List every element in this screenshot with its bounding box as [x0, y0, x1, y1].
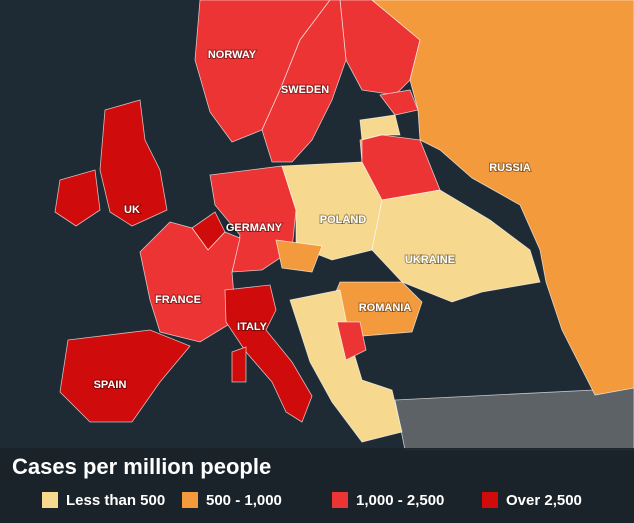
spain: [59, 329, 191, 423]
legend-label: 1,000 - 2,500: [356, 492, 444, 509]
country-label: UK: [124, 204, 140, 216]
russia: [371, 0, 634, 396]
sardinia: [231, 346, 247, 383]
country-label: ROMANIA: [359, 302, 412, 314]
legend-swatch: [42, 492, 58, 508]
country-label: RUSSIA: [489, 162, 531, 174]
legend: Less than 500 500 - 1,000 1,000 - 2,500 Ove…: [42, 492, 582, 509]
balkans: [289, 289, 403, 443]
country-label: SWEDEN: [281, 84, 329, 96]
serbia: [336, 321, 367, 361]
legend-label: Less than 500: [66, 492, 165, 509]
country-label: ITALY: [237, 321, 268, 333]
legend-swatch: [182, 492, 198, 508]
country-label: FRANCE: [155, 294, 201, 306]
ireland: [54, 169, 101, 227]
czechia: [275, 239, 323, 273]
legend-panel: [0, 448, 634, 523]
legend-swatch: [482, 492, 498, 508]
turkey: [394, 387, 634, 451]
legend-label: 500 - 1,000: [206, 492, 282, 509]
legend-title: Cases per million people: [12, 454, 271, 479]
sweden: [261, 0, 347, 163]
legend-label: Over 2,500: [506, 492, 582, 509]
country-label: SPAIN: [94, 379, 127, 391]
country-label: NORWAY: [208, 49, 257, 61]
latvia: [359, 114, 401, 141]
country-label: GERMANY: [226, 222, 283, 234]
italy: [224, 284, 313, 423]
country-label: POLAND: [320, 214, 367, 226]
country-label: UKRAINE: [405, 254, 455, 266]
ukraine: [371, 189, 541, 303]
uk: [99, 99, 168, 227]
legend-swatch: [332, 492, 348, 508]
